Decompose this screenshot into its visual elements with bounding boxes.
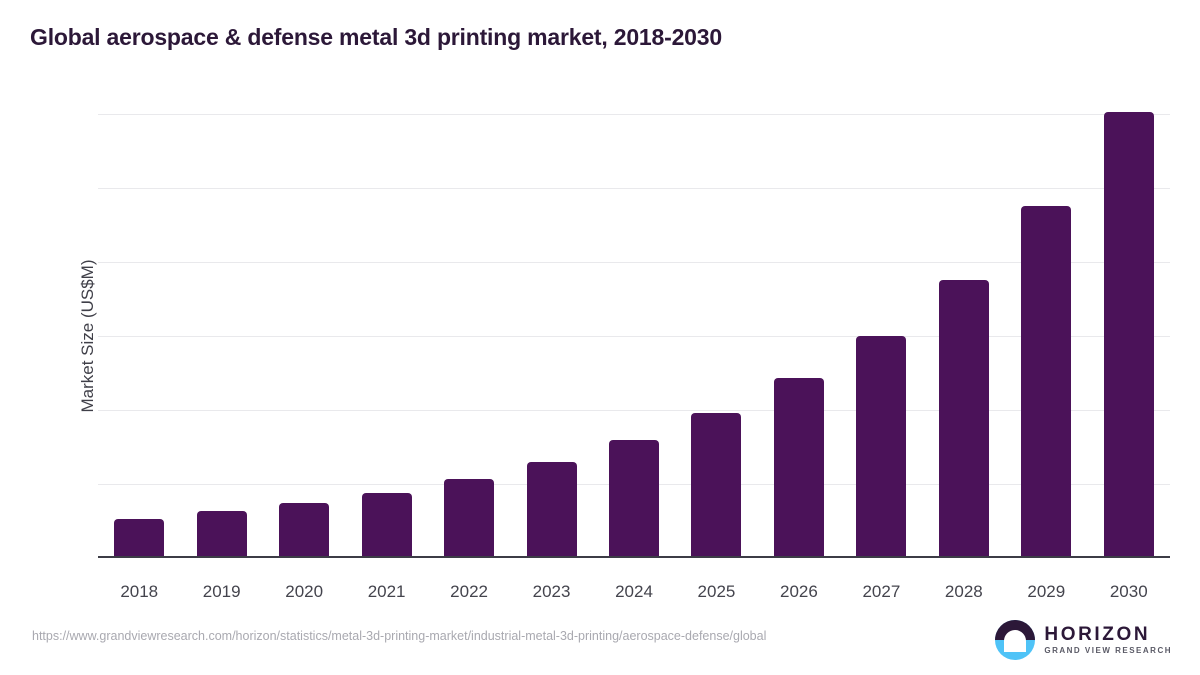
x-axis-tick-label: 2030	[1109, 582, 1148, 601]
x-axis-tick-label: 2020	[285, 582, 324, 601]
bar-slot	[758, 114, 840, 558]
x-axis-tick-label: 2026	[780, 582, 818, 601]
bar-slot	[428, 114, 510, 558]
bar-slot	[263, 114, 345, 558]
horizon-logo: HORIZON GRAND VIEW RESEARCH	[995, 620, 1172, 660]
horizon-logo-icon	[995, 620, 1036, 660]
bar[interactable]	[856, 335, 907, 558]
plot-area: Market Size (US$M) 01k2k3k4k5k6k 2018201…	[78, 111, 1170, 601]
horizon-logo-text: HORIZON GRAND VIEW RESEARCH	[1044, 624, 1172, 656]
x-axis-tick-label: 2018	[120, 582, 159, 601]
x-axis-line	[98, 556, 1170, 558]
bar-slot	[510, 114, 592, 558]
bar-slot	[840, 114, 922, 558]
bar[interactable]	[691, 412, 742, 558]
source-url[interactable]: https://www.grandviewresearch.com/horizo…	[32, 629, 767, 643]
page-title: Global aerospace & defense metal 3d prin…	[30, 24, 722, 50]
gridline	[98, 410, 1170, 411]
x-axis-tick-label: 2019	[202, 582, 241, 601]
bar[interactable]	[361, 492, 412, 558]
x-axis-tick-label: 2028	[944, 582, 983, 601]
x-axis-tick-label: 2023	[532, 582, 571, 601]
x-axis-tick-label: 2025	[697, 582, 736, 601]
bar-slot	[98, 114, 180, 558]
x-axis-tick-label: 2029	[1027, 582, 1066, 601]
bar-slot	[1088, 111, 1170, 558]
y-axis-title: Market Size (US$M)	[78, 259, 97, 413]
bar-slot	[180, 114, 262, 558]
gridline	[98, 188, 1170, 189]
logo-tagline: GRAND VIEW RESEARCH	[1044, 646, 1172, 655]
bar[interactable]	[526, 461, 577, 558]
bar[interactable]	[1021, 205, 1072, 558]
bar[interactable]	[196, 510, 247, 558]
bar-slot	[923, 114, 1005, 558]
x-axis-tick-label: 2024	[615, 582, 653, 601]
bar-slot	[675, 114, 757, 558]
bar[interactable]	[114, 519, 165, 558]
gridline	[98, 336, 1170, 337]
bar[interactable]	[773, 378, 824, 558]
gridline	[98, 114, 1170, 115]
x-axis-tick-label: 2027	[862, 582, 901, 601]
bar[interactable]	[279, 503, 330, 558]
bar[interactable]	[608, 439, 659, 558]
bar-slot	[345, 114, 427, 558]
bar-slot	[593, 114, 675, 558]
x-axis-tick-label: 2021	[367, 582, 406, 601]
bar[interactable]	[1103, 111, 1154, 558]
bar[interactable]	[444, 478, 495, 558]
x-axis-tick-label: 2022	[450, 582, 488, 601]
bar-slot	[1005, 114, 1087, 558]
gridline	[98, 262, 1170, 263]
logo-wordmark: HORIZON	[1044, 624, 1151, 645]
bar[interactable]	[938, 279, 989, 558]
